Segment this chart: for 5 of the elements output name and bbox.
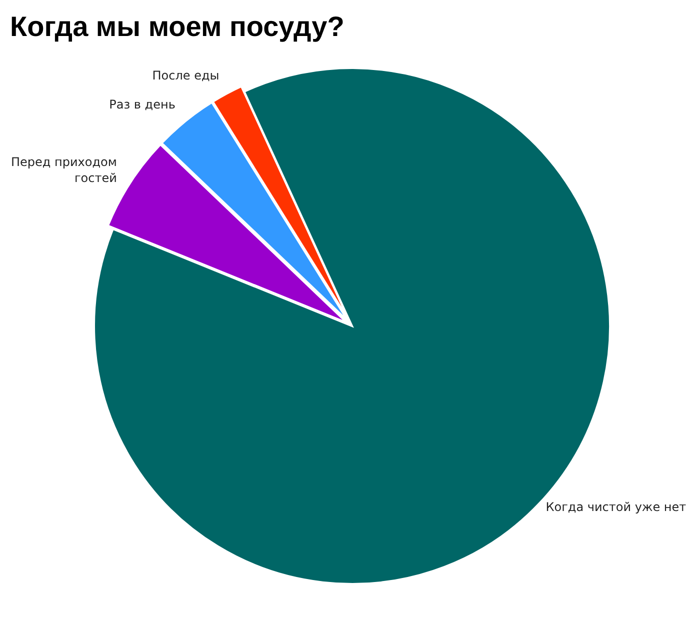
slice-label: Когда чистой уже нет (546, 500, 686, 514)
slice-label: Раз в день (109, 98, 176, 112)
slice-label: Перед приходом гостей (10, 154, 117, 185)
chart-title: Когда мы моем посуду? (10, 11, 344, 42)
slice-label: После еды (152, 68, 220, 82)
